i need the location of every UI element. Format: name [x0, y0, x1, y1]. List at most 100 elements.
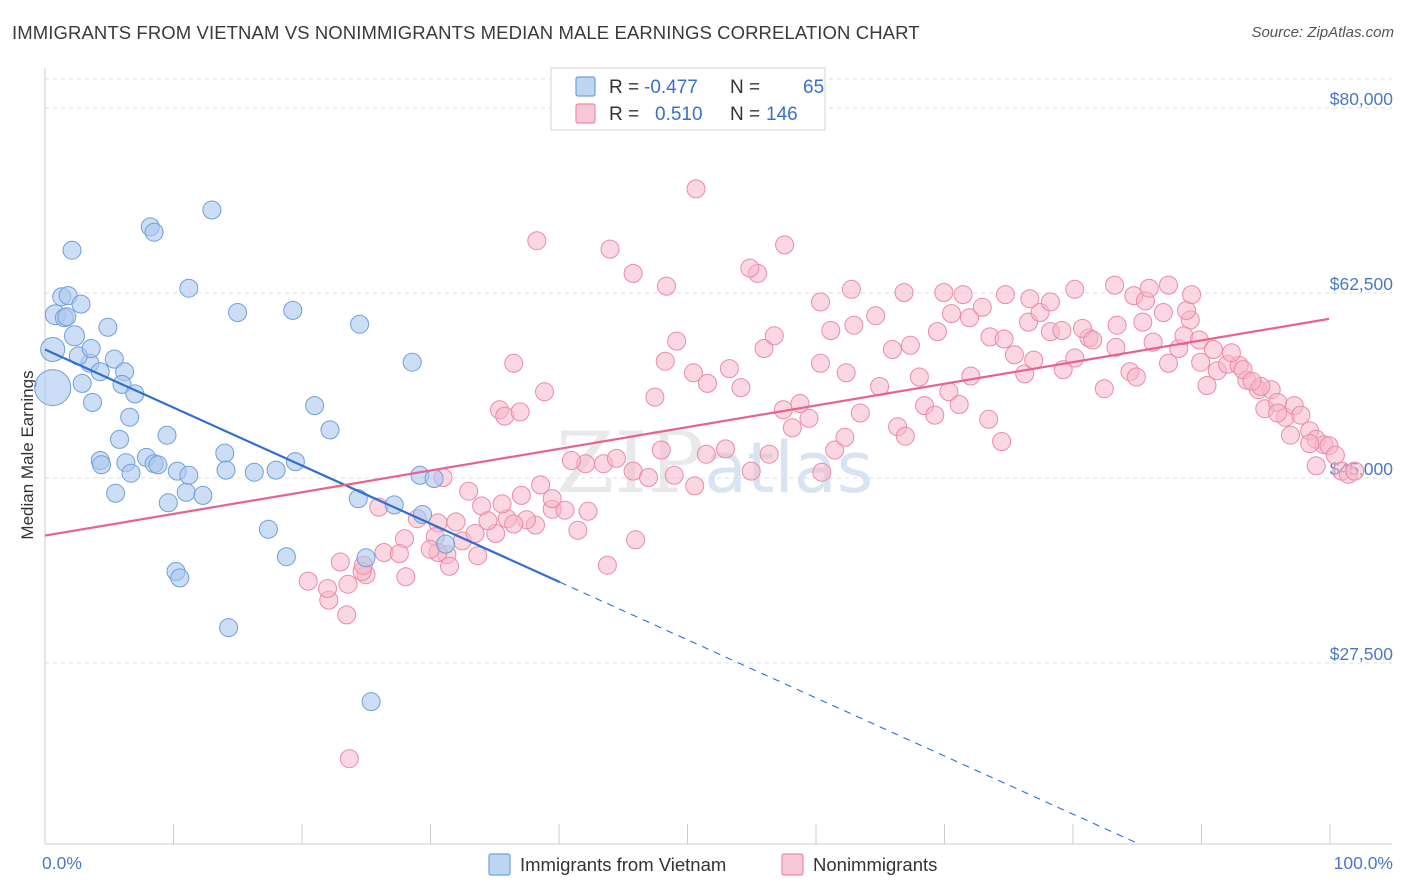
data-point-nonimmigrants	[995, 285, 1015, 305]
data-point-nonimmigrants	[994, 329, 1014, 349]
bottom-legend-label-nonimmigrants: Nonimmigrants	[813, 854, 937, 875]
data-point-vietnam	[62, 240, 82, 260]
data-point-nonimmigrants	[934, 283, 954, 302]
data-point-nonimmigrants	[1159, 353, 1178, 373]
data-point-vietnam	[106, 483, 126, 503]
y-tick-label: $27,500	[1330, 644, 1394, 664]
data-point-nonimmigrants	[1345, 461, 1365, 481]
data-point-nonimmigrants	[1281, 425, 1300, 445]
y-tick-label: $80,000	[1330, 89, 1394, 109]
data-point-nonimmigrants	[972, 297, 992, 317]
data-point-vietnam	[258, 519, 278, 539]
data-point-nonimmigrants	[298, 571, 318, 591]
data-point-nonimmigrants	[686, 179, 706, 199]
data-point-nonimmigrants	[511, 485, 531, 505]
data-point-nonimmigrants	[895, 426, 915, 446]
data-point-nonimmigrants	[1291, 405, 1311, 425]
data-point-nonimmigrants	[504, 514, 524, 534]
legend-r-label-vietnam: R =	[609, 77, 639, 98]
data-point-nonimmigrants	[459, 481, 479, 501]
top-legend: R = -0.477 N = 65 R = 0.510 N = 146	[550, 67, 826, 131]
x-axis-ticks	[44, 824, 1331, 844]
data-point-nonimmigrants	[740, 258, 760, 278]
data-point-nonimmigrants	[339, 749, 359, 769]
data-point-nonimmigrants	[1177, 300, 1196, 320]
data-point-vietnam	[266, 460, 286, 480]
data-point-nonimmigrants	[909, 367, 929, 387]
trendline-vietnam-extrapolated	[559, 581, 1140, 845]
data-point-vietnam	[219, 618, 239, 638]
data-point-vietnam	[121, 463, 141, 483]
data-point-nonimmigrants	[782, 418, 802, 438]
data-point-nonimmigrants	[1094, 379, 1114, 399]
data-point-nonimmigrants	[657, 276, 676, 296]
data-point-nonimmigrants	[979, 409, 999, 429]
data-point-nonimmigrants	[754, 339, 774, 358]
data-point-vietnam	[244, 462, 264, 482]
data-point-nonimmigrants	[1106, 337, 1126, 357]
data-point-nonimmigrants	[1105, 275, 1125, 295]
data-point-nonimmigrants	[844, 315, 864, 335]
data-point-nonimmigrants	[504, 353, 524, 373]
data-point-nonimmigrants	[1268, 403, 1288, 423]
data-point-nonimmigrants	[716, 439, 735, 459]
data-point-nonimmigrants	[992, 432, 1012, 451]
data-point-vietnam	[170, 568, 190, 588]
data-point-nonimmigrants	[1221, 343, 1241, 363]
legend-n-value-vietnam: 65	[803, 77, 824, 98]
data-point-nonimmigrants	[389, 544, 409, 564]
data-point-nonimmigrants	[655, 351, 675, 371]
data-point-nonimmigrants	[960, 308, 979, 328]
data-point-vietnam	[110, 429, 129, 449]
data-point-vietnam	[64, 325, 85, 347]
data-point-nonimmigrants	[446, 512, 466, 532]
data-point-nonimmigrants	[667, 331, 687, 351]
data-point-nonimmigrants	[925, 405, 945, 425]
data-point-nonimmigrants	[775, 235, 795, 255]
chart-title: IMMIGRANTS FROM VIETNAM VS NONIMMIGRANTS…	[12, 22, 920, 43]
data-point-nonimmigrants	[1004, 345, 1024, 365]
data-point-vietnam	[193, 485, 213, 505]
data-point-vietnam	[216, 460, 236, 480]
data-point-nonimmigrants	[396, 567, 416, 587]
data-point-nonimmigrants	[338, 574, 358, 594]
legend-n-label-nonimmigrants: N =	[730, 104, 760, 125]
data-point-nonimmigrants	[821, 321, 841, 340]
data-point-nonimmigrants	[542, 489, 562, 509]
data-point-nonimmigrants	[1300, 434, 1320, 454]
data-point-nonimmigrants	[639, 468, 658, 487]
data-point-nonimmigrants	[478, 511, 498, 531]
data-point-nonimmigrants	[731, 378, 751, 398]
data-point-nonimmigrants	[1126, 367, 1146, 387]
data-point-vietnam	[348, 489, 368, 509]
data-point-nonimmigrants	[664, 465, 684, 485]
bottom-legend-swatch-nonimmigrants	[781, 853, 804, 876]
data-point-nonimmigrants	[882, 340, 902, 359]
data-point-vietnam	[350, 314, 370, 334]
data-point-vietnam	[305, 396, 325, 416]
data-point-nonimmigrants	[645, 387, 665, 407]
data-point-nonimmigrants	[337, 605, 357, 625]
data-point-vietnam	[202, 200, 222, 220]
data-point-nonimmigrants	[597, 555, 617, 575]
y-tick-labels: $27,500$45,000$62,500$80,000	[1330, 89, 1394, 664]
bottom-legend: Immigrants from Vietnam Nonimmigrants	[488, 853, 937, 876]
data-point-vietnam	[283, 300, 303, 320]
data-point-vietnam	[361, 692, 381, 712]
data-point-vietnam	[176, 482, 196, 502]
data-point-nonimmigrants	[825, 440, 845, 460]
data-point-nonimmigrants	[764, 326, 784, 346]
data-point-nonimmigrants	[811, 292, 830, 312]
data-point-nonimmigrants	[1139, 278, 1159, 298]
y-tick-label: $62,500	[1330, 274, 1394, 294]
data-point-vietnam	[158, 493, 178, 513]
data-point-nonimmigrants	[465, 524, 485, 543]
data-point-nonimmigrants	[1153, 303, 1173, 322]
data-point-nonimmigrants	[1203, 340, 1223, 359]
legend-n-label-vietnam: N =	[730, 77, 760, 98]
data-point-vietnam	[424, 469, 444, 488]
data-point-nonimmigrants	[836, 363, 856, 383]
data-point-vietnam	[436, 534, 456, 554]
data-point-vietnam	[120, 407, 140, 427]
